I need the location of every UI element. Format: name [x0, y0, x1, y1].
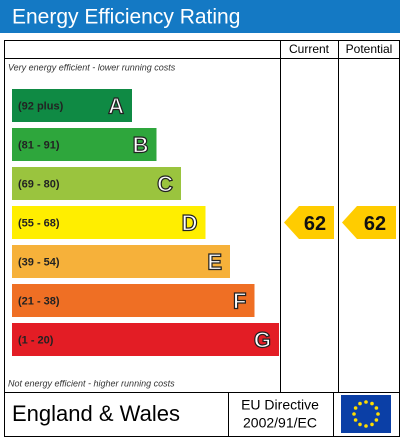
band-letter: C: [157, 171, 173, 196]
band-range: (69 - 80): [18, 178, 60, 190]
potential-header: Potential: [346, 42, 393, 56]
band-bar: [12, 284, 255, 317]
eu-star: [370, 422, 374, 427]
band-bar: [12, 89, 132, 122]
eu-star: [352, 412, 356, 416]
band-bar: [12, 128, 157, 161]
band-letter: B: [133, 132, 149, 157]
band-bar: [12, 245, 230, 278]
rating-arrow: [284, 206, 334, 239]
eu-star: [364, 424, 368, 428]
title-bar: [0, 0, 400, 33]
band-letter: G: [254, 327, 271, 352]
band-bar: [12, 323, 279, 356]
band-bar: [12, 167, 181, 200]
eu-star: [358, 422, 362, 427]
rating-value: 62: [304, 213, 326, 235]
band-range: (81 - 91): [18, 139, 60, 151]
directive: EU Directive: [241, 397, 319, 413]
eu-star: [353, 418, 358, 422]
band-range: (55 - 68): [18, 217, 60, 229]
top-note: Very energy efficient - lower running co…: [8, 62, 176, 72]
eu-star: [353, 406, 358, 410]
current-header: Current: [289, 42, 330, 56]
eu-star: [364, 400, 368, 404]
band-bar: [12, 206, 206, 239]
rating-arrow: [342, 206, 396, 239]
title: Energy Efficiency Rating: [12, 6, 240, 29]
directive: 2002/91/EC: [243, 415, 317, 431]
eu-star: [376, 412, 380, 416]
eu-star: [374, 418, 379, 422]
region: England & Wales: [12, 401, 180, 426]
bottom-note: Not energy efficient - higher running co…: [8, 378, 175, 388]
eu-star: [374, 406, 379, 410]
rating-value: 62: [364, 213, 386, 235]
band-range: (39 - 54): [18, 256, 60, 268]
eu-star: [370, 401, 374, 406]
band-letter: F: [233, 288, 246, 313]
eu-stars: [352, 400, 380, 428]
band-letter: A: [108, 93, 124, 118]
band-letter: E: [207, 249, 222, 274]
band-letter: D: [182, 210, 198, 235]
band-range: (92 plus): [18, 100, 64, 112]
band-range: (1 - 20): [18, 334, 54, 346]
band-range: (21 - 38): [18, 295, 60, 307]
eu-star: [358, 401, 362, 406]
